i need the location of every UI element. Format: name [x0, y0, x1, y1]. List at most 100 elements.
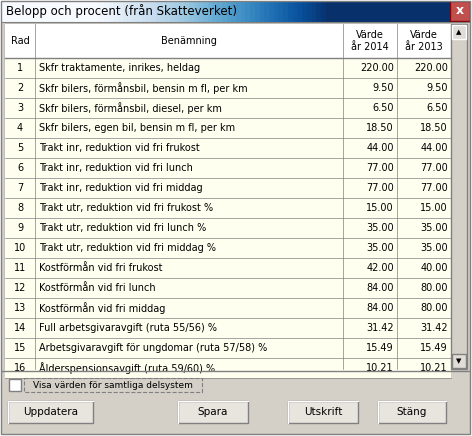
Text: Trakt utr, reduktion vid fri frukost %: Trakt utr, reduktion vid fri frukost % — [39, 203, 213, 213]
Text: 14: 14 — [14, 323, 26, 333]
Text: 42.00: 42.00 — [366, 263, 394, 273]
Bar — [5, 258, 451, 278]
Bar — [5, 78, 451, 98]
Bar — [5, 158, 451, 178]
Bar — [452, 25, 466, 39]
Text: Visa värden för samtliga delsystem: Visa värden för samtliga delsystem — [33, 381, 193, 389]
Text: 11: 11 — [14, 263, 26, 273]
Text: 1: 1 — [17, 63, 23, 73]
Text: 9: 9 — [17, 223, 23, 233]
Text: 7: 7 — [17, 183, 23, 193]
Text: Trakt utr, reduktion vid fri lunch %: Trakt utr, reduktion vid fri lunch % — [39, 223, 206, 233]
Text: Trakt inr, reduktion vid fri middag: Trakt inr, reduktion vid fri middag — [39, 183, 202, 193]
Text: Trakt inr, reduktion vid fri lunch: Trakt inr, reduktion vid fri lunch — [39, 163, 193, 173]
Text: Skfr bilers, förmånsbil, diesel, per km: Skfr bilers, förmånsbil, diesel, per km — [39, 102, 222, 114]
Text: 77.00: 77.00 — [366, 163, 394, 173]
Bar — [5, 358, 451, 378]
Text: Arbetsgivaravgift för ungdomar (ruta 57/58) %: Arbetsgivaravgift för ungdomar (ruta 57/… — [39, 343, 267, 353]
Bar — [9, 379, 21, 391]
Text: 2: 2 — [17, 83, 23, 93]
Text: Kostförmån vid fri lunch: Kostförmån vid fri lunch — [39, 283, 156, 293]
Text: 77.00: 77.00 — [420, 163, 448, 173]
Text: 6.50: 6.50 — [372, 103, 394, 113]
Bar — [289, 402, 359, 424]
Bar — [8, 401, 93, 423]
Bar — [24, 378, 202, 392]
Bar — [450, 1, 470, 21]
Text: Värde
år 2013: Värde år 2013 — [405, 30, 443, 52]
Text: 77.00: 77.00 — [366, 183, 394, 193]
Text: x: x — [456, 4, 464, 17]
Text: ▼: ▼ — [456, 358, 462, 364]
Bar — [9, 402, 94, 424]
Text: Kostförmån vid fri frukost: Kostförmån vid fri frukost — [39, 263, 162, 273]
Bar — [5, 138, 451, 158]
Text: 35.00: 35.00 — [421, 243, 448, 253]
Text: 8: 8 — [17, 203, 23, 213]
Text: 10: 10 — [14, 243, 26, 253]
Text: 35.00: 35.00 — [421, 223, 448, 233]
Text: 80.00: 80.00 — [421, 283, 448, 293]
Text: 31.42: 31.42 — [421, 323, 448, 333]
Text: 15.00: 15.00 — [421, 203, 448, 213]
Text: Trakt inr, reduktion vid fri frukost: Trakt inr, reduktion vid fri frukost — [39, 143, 200, 153]
Bar — [5, 218, 451, 238]
Text: Skfr traktamente, inrikes, heldag: Skfr traktamente, inrikes, heldag — [39, 63, 200, 73]
Text: Uppdatera: Uppdatera — [23, 407, 78, 417]
Text: 13: 13 — [14, 303, 26, 313]
Bar — [5, 338, 451, 358]
Text: 12: 12 — [14, 283, 26, 293]
Text: 15.00: 15.00 — [366, 203, 394, 213]
Bar — [288, 401, 358, 423]
Bar — [5, 298, 451, 318]
Text: 84.00: 84.00 — [366, 303, 394, 313]
Text: Trakt utr, reduktion vid fri middag %: Trakt utr, reduktion vid fri middag % — [39, 243, 216, 253]
Text: 31.42: 31.42 — [366, 323, 394, 333]
Text: 10.21: 10.21 — [421, 363, 448, 373]
Bar — [5, 318, 451, 338]
Text: Kostförmån vid fri middag: Kostförmån vid fri middag — [39, 302, 165, 314]
Text: Spara: Spara — [198, 407, 228, 417]
Bar — [5, 178, 451, 198]
Text: 220.00: 220.00 — [360, 63, 394, 73]
Text: Belopp och procent (från Skatteverket): Belopp och procent (från Skatteverket) — [6, 4, 237, 18]
Bar — [5, 24, 451, 58]
Text: 10.21: 10.21 — [366, 363, 394, 373]
Text: 6: 6 — [17, 163, 23, 173]
Text: Skfr bilers, förmånsbil, bensin m fl, per km: Skfr bilers, förmånsbil, bensin m fl, pe… — [39, 82, 248, 94]
Text: Full arbetsgivaravgift (ruta 55/56) %: Full arbetsgivaravgift (ruta 55/56) % — [39, 323, 217, 333]
Text: ▲: ▲ — [456, 29, 462, 35]
Bar — [379, 402, 447, 424]
Text: Rad: Rad — [11, 36, 29, 46]
Text: Stäng: Stäng — [397, 407, 427, 417]
Text: Ålderspensionsavgift (ruta 59/60) %: Ålderspensionsavgift (ruta 59/60) % — [39, 362, 215, 374]
Bar — [451, 24, 467, 369]
Bar — [5, 238, 451, 258]
Bar — [378, 401, 446, 423]
Bar — [5, 278, 451, 298]
Bar — [5, 24, 451, 369]
Text: Benämning: Benämning — [161, 36, 217, 46]
Text: 9.50: 9.50 — [372, 83, 394, 93]
Text: 3: 3 — [17, 103, 23, 113]
Text: Skfr bilers, egen bil, bensin m fl, per km: Skfr bilers, egen bil, bensin m fl, per … — [39, 123, 235, 133]
Text: Utskrift: Utskrift — [304, 407, 342, 417]
Text: 5: 5 — [17, 143, 23, 153]
Text: 44.00: 44.00 — [366, 143, 394, 153]
Bar — [0, 371, 472, 436]
Text: 6.50: 6.50 — [427, 103, 448, 113]
Bar — [452, 354, 466, 368]
Bar — [5, 118, 451, 138]
Bar — [5, 98, 451, 118]
Bar — [178, 401, 248, 423]
Text: 40.00: 40.00 — [421, 263, 448, 273]
Text: 44.00: 44.00 — [421, 143, 448, 153]
Text: Värde
år 2014: Värde år 2014 — [351, 30, 389, 52]
Bar — [179, 402, 249, 424]
Text: 4: 4 — [17, 123, 23, 133]
Text: 220.00: 220.00 — [414, 63, 448, 73]
Text: 9.50: 9.50 — [427, 83, 448, 93]
Text: 15.49: 15.49 — [421, 343, 448, 353]
Bar — [5, 58, 451, 78]
Text: 35.00: 35.00 — [366, 223, 394, 233]
